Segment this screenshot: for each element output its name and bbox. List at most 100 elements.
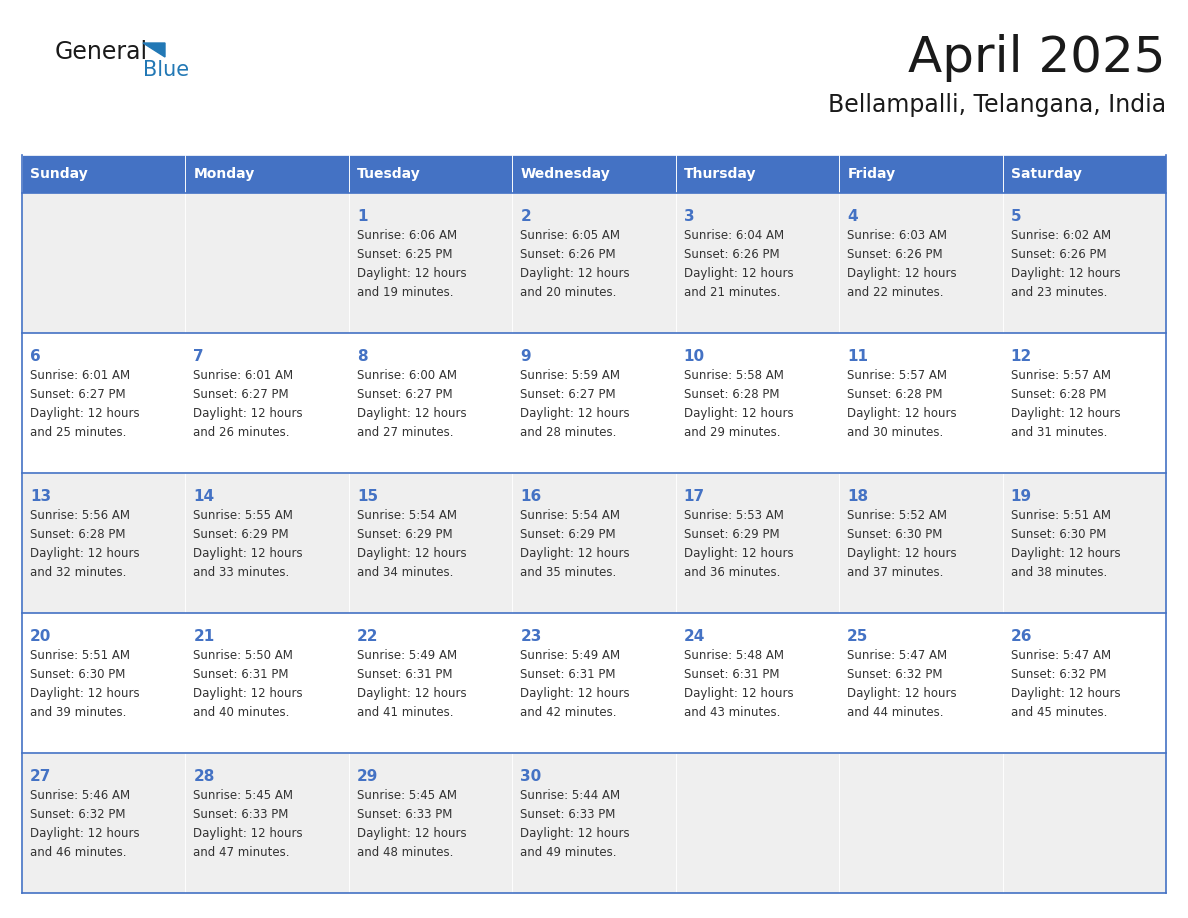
Text: Sunset: 6:31 PM: Sunset: 6:31 PM [520,668,615,681]
Text: and 42 minutes.: and 42 minutes. [520,706,617,719]
Text: Daylight: 12 hours: Daylight: 12 hours [520,547,630,560]
Text: and 45 minutes.: and 45 minutes. [1011,706,1107,719]
Text: Sunrise: 5:44 AM: Sunrise: 5:44 AM [520,789,620,802]
Text: 23: 23 [520,629,542,644]
Bar [349,473,512,613]
Text: and 21 minutes.: and 21 minutes. [684,286,781,299]
Bar [512,155,676,193]
Text: 1: 1 [356,209,367,224]
Bar [23,753,185,893]
Text: and 19 minutes.: and 19 minutes. [356,286,454,299]
Text: Daylight: 12 hours: Daylight: 12 hours [194,547,303,560]
Text: Daylight: 12 hours: Daylight: 12 hours [684,687,794,700]
Text: Daylight: 12 hours: Daylight: 12 hours [30,687,140,700]
Text: 9: 9 [520,349,531,364]
Text: Daylight: 12 hours: Daylight: 12 hours [1011,547,1120,560]
Bar [839,753,1003,893]
Text: Sunrise: 5:57 AM: Sunrise: 5:57 AM [1011,369,1111,382]
Text: Sunrise: 5:48 AM: Sunrise: 5:48 AM [684,649,784,662]
Text: 28: 28 [194,769,215,784]
Text: Daylight: 12 hours: Daylight: 12 hours [30,827,140,840]
Text: 17: 17 [684,489,704,504]
Text: 8: 8 [356,349,367,364]
Text: Sunrise: 6:00 AM: Sunrise: 6:00 AM [356,369,457,382]
Text: Sunset: 6:26 PM: Sunset: 6:26 PM [520,248,615,261]
Text: Sunrise: 5:45 AM: Sunrise: 5:45 AM [356,789,457,802]
Text: Sunrise: 5:57 AM: Sunrise: 5:57 AM [847,369,947,382]
Text: Daylight: 12 hours: Daylight: 12 hours [194,407,303,420]
Text: Sunrise: 5:55 AM: Sunrise: 5:55 AM [194,509,293,522]
Text: Sunset: 6:29 PM: Sunset: 6:29 PM [356,528,453,541]
Bar [23,333,185,473]
Text: Saturday: Saturday [1011,167,1081,181]
Text: and 37 minutes.: and 37 minutes. [847,566,943,579]
Text: 7: 7 [194,349,204,364]
Text: Sunset: 6:28 PM: Sunset: 6:28 PM [684,388,779,401]
Bar [1003,155,1165,193]
Text: 12: 12 [1011,349,1032,364]
Text: 10: 10 [684,349,704,364]
Bar [185,753,349,893]
Text: Sunset: 6:27 PM: Sunset: 6:27 PM [30,388,126,401]
Bar [1003,333,1165,473]
Text: Sunrise: 5:49 AM: Sunrise: 5:49 AM [520,649,620,662]
Text: Sunset: 6:31 PM: Sunset: 6:31 PM [684,668,779,681]
Text: Sunset: 6:26 PM: Sunset: 6:26 PM [847,248,943,261]
Text: Sunset: 6:28 PM: Sunset: 6:28 PM [1011,388,1106,401]
Text: Daylight: 12 hours: Daylight: 12 hours [356,687,467,700]
Text: 19: 19 [1011,489,1031,504]
Bar [23,473,185,613]
Text: Monday: Monday [194,167,255,181]
Text: Sunrise: 5:59 AM: Sunrise: 5:59 AM [520,369,620,382]
Text: Sunset: 6:26 PM: Sunset: 6:26 PM [684,248,779,261]
Text: 25: 25 [847,629,868,644]
Text: Sunday: Sunday [30,167,88,181]
Text: 26: 26 [1011,629,1032,644]
Bar [839,333,1003,473]
Text: 27: 27 [30,769,51,784]
Bar [839,155,1003,193]
Bar [185,473,349,613]
Bar [1003,473,1165,613]
Text: Sunset: 6:30 PM: Sunset: 6:30 PM [1011,528,1106,541]
Text: 13: 13 [30,489,51,504]
Text: and 46 minutes.: and 46 minutes. [30,846,126,859]
Bar [349,193,512,333]
Bar [512,613,676,753]
Bar [512,473,676,613]
Bar [512,753,676,893]
Text: Daylight: 12 hours: Daylight: 12 hours [684,407,794,420]
Text: Sunset: 6:33 PM: Sunset: 6:33 PM [520,808,615,821]
Text: Sunset: 6:32 PM: Sunset: 6:32 PM [30,808,126,821]
Text: Sunset: 6:30 PM: Sunset: 6:30 PM [30,668,126,681]
Text: 4: 4 [847,209,858,224]
Text: and 36 minutes.: and 36 minutes. [684,566,781,579]
Text: Sunrise: 5:51 AM: Sunrise: 5:51 AM [1011,509,1111,522]
Bar [23,155,185,193]
Bar [839,613,1003,753]
Text: Daylight: 12 hours: Daylight: 12 hours [194,687,303,700]
Text: 29: 29 [356,769,378,784]
Text: Tuesday: Tuesday [358,167,421,181]
Text: Thursday: Thursday [684,167,757,181]
Bar [512,193,676,333]
Bar [512,333,676,473]
Text: 15: 15 [356,489,378,504]
Text: 5: 5 [1011,209,1022,224]
Text: Sunrise: 6:05 AM: Sunrise: 6:05 AM [520,229,620,242]
Text: Sunset: 6:33 PM: Sunset: 6:33 PM [194,808,289,821]
Text: Daylight: 12 hours: Daylight: 12 hours [356,547,467,560]
Text: Sunrise: 6:02 AM: Sunrise: 6:02 AM [1011,229,1111,242]
Text: Daylight: 12 hours: Daylight: 12 hours [520,267,630,280]
Bar [676,155,839,193]
Text: and 22 minutes.: and 22 minutes. [847,286,943,299]
Text: and 44 minutes.: and 44 minutes. [847,706,943,719]
Text: Sunrise: 6:03 AM: Sunrise: 6:03 AM [847,229,947,242]
Text: Sunset: 6:27 PM: Sunset: 6:27 PM [194,388,289,401]
Bar [349,333,512,473]
Text: and 34 minutes.: and 34 minutes. [356,566,454,579]
Text: Sunrise: 6:01 AM: Sunrise: 6:01 AM [30,369,131,382]
Text: Sunset: 6:30 PM: Sunset: 6:30 PM [847,528,942,541]
Text: Sunrise: 5:50 AM: Sunrise: 5:50 AM [194,649,293,662]
Text: Daylight: 12 hours: Daylight: 12 hours [1011,407,1120,420]
